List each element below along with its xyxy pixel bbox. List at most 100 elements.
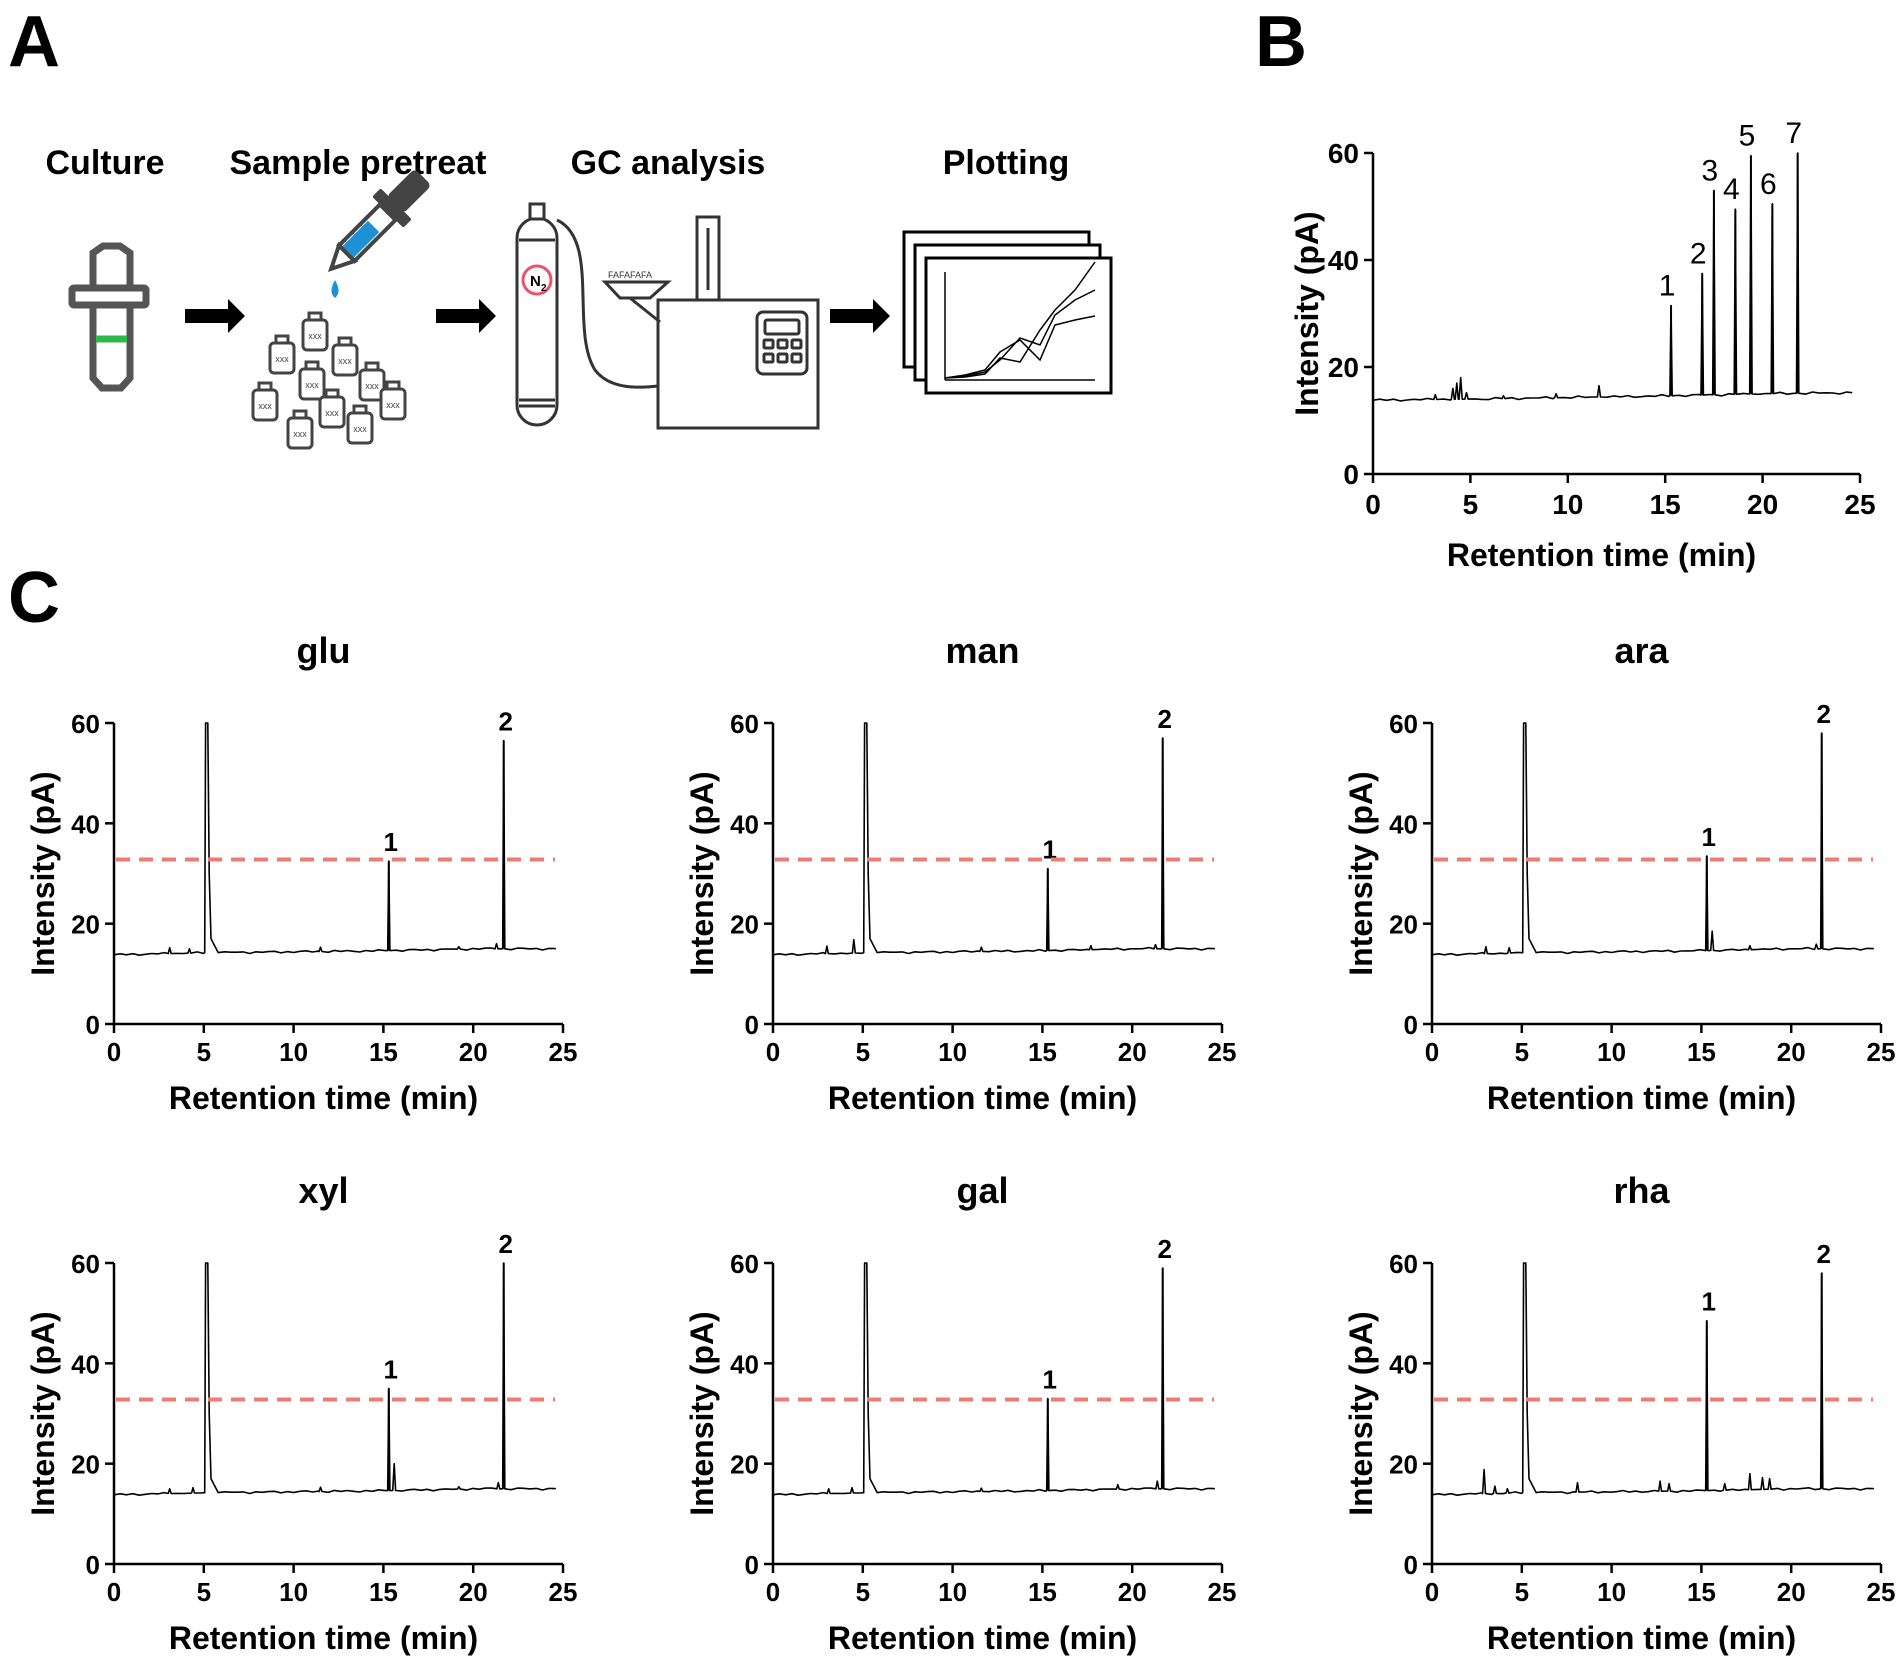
y-tick-label: 40: [730, 1349, 759, 1379]
y-tick-label: 0: [86, 1550, 100, 1580]
y-tick-label: 60: [1389, 709, 1418, 739]
peak-label: 2: [1690, 237, 1707, 270]
x-tick-label: 5: [856, 1037, 870, 1067]
y-tick-label: 20: [1328, 352, 1359, 383]
peak-label: 2: [1816, 699, 1830, 729]
vial-icon: xxx: [331, 336, 359, 377]
vial-label: xxx: [258, 401, 272, 411]
x-tick-label: 15: [1687, 1037, 1716, 1067]
x-tick-label: 0: [107, 1577, 121, 1607]
gc-instrument-icon: [601, 215, 820, 430]
x-tick-label: 5: [197, 1577, 211, 1607]
gas-subscript: 2: [541, 283, 547, 294]
x-tick-label: 0: [766, 1577, 780, 1607]
x-tick-label: 20: [1777, 1037, 1806, 1067]
peak-label: 1: [1702, 1287, 1716, 1317]
y-tick-label: 60: [1328, 138, 1359, 169]
x-tick-label: 10: [1597, 1577, 1626, 1607]
x-tick-label: 15: [369, 1037, 398, 1067]
vial-label: xxx: [365, 381, 379, 391]
gas-cylinder-icon: [515, 202, 659, 427]
vial-label: xxx: [338, 356, 352, 366]
vial-icon: xxx: [318, 388, 346, 429]
vial-label: xxx: [386, 400, 400, 410]
x-tick-label: 0: [107, 1037, 121, 1067]
peak-label: 2: [498, 1229, 512, 1259]
arrow-icon-1: [185, 299, 245, 333]
chart-gal: gal 0 5 10 15 20 25 0 20 40 60 Retention time (min)…: [684, 1170, 1236, 1656]
chromatogram-trace: [113, 1262, 557, 1496]
y-tick-label: 40: [1328, 245, 1359, 276]
y-tick-label: 40: [71, 1349, 100, 1379]
chart-title: xyl: [298, 1170, 348, 1211]
plotting-sheets-icon: [902, 230, 1113, 395]
y-tick-label: 20: [1389, 910, 1418, 940]
panel-letter-a: A: [8, 2, 60, 82]
peak-label: 6: [1760, 168, 1777, 201]
y-tick-label: 20: [71, 910, 100, 940]
peak-label: 1: [1043, 834, 1057, 864]
peak-label: 2: [1157, 704, 1171, 734]
chart-rha: rha 0 5 10 15 20 25 0 20 40 60 Retention time (min)…: [1343, 1170, 1895, 1656]
peak-label: 7: [1785, 117, 1802, 150]
peak-label: 1: [1702, 822, 1716, 852]
x-tick-label: 15: [1028, 1577, 1057, 1607]
x-tick-label: 25: [1867, 1037, 1896, 1067]
vial-icon: xxx: [358, 361, 386, 402]
x-tick-label: 5: [197, 1037, 211, 1067]
y-axis-label: Intensity (pA): [25, 1311, 61, 1515]
x-tick-label: 25: [1208, 1577, 1237, 1607]
y-tick-label: 0: [745, 1010, 759, 1040]
pipette-icon: [327, 170, 430, 298]
culture-tube-icon: [68, 242, 150, 392]
x-axis-label: Retention time (min): [169, 1080, 478, 1116]
y-tick-label: 60: [730, 709, 759, 739]
x-tick-label: 25: [1208, 1037, 1237, 1067]
chart-man: man 0 5 10 15 20 25 0 20 40 60 Retention time (min)…: [684, 630, 1236, 1116]
chart-title: gal: [956, 1170, 1008, 1211]
x-tick-label: 25: [549, 1577, 578, 1607]
y-tick-label: 0: [1343, 459, 1359, 490]
chromatogram-trace: [1431, 1262, 1875, 1496]
y-tick-label: 60: [1389, 1249, 1418, 1279]
vial-label: xxx: [305, 380, 319, 390]
x-tick-label: 10: [1597, 1037, 1626, 1067]
peak-label: 4: [1723, 173, 1740, 206]
chart-ara: ara 0 5 10 15 20 25 0 20 40 60 Retention time (min)…: [1343, 630, 1895, 1116]
y-tick-label: 0: [1404, 1010, 1418, 1040]
chromatogram-trace: [113, 722, 557, 956]
x-tick-label: 20: [1118, 1577, 1147, 1607]
chromatogram-trace: [772, 1262, 1216, 1496]
peak-label: 5: [1739, 120, 1756, 153]
gas-label: N: [530, 273, 541, 290]
x-axis-label: Retention time (min): [1487, 1080, 1796, 1116]
x-tick-label: 5: [1515, 1577, 1529, 1607]
autosampler-label: FAFAFAFA: [608, 270, 652, 280]
chart-title: glu: [297, 630, 351, 671]
arrow-icon-2: [436, 299, 496, 333]
x-tick-label: 20: [1118, 1037, 1147, 1067]
chromatogram-trace: [1372, 152, 1853, 402]
peak-label: 1: [1659, 269, 1676, 302]
vial-icon: xxx: [301, 311, 329, 352]
chart-title: ara: [1614, 630, 1669, 671]
x-tick-label: 5: [856, 1577, 870, 1607]
y-tick-label: 60: [71, 1249, 100, 1279]
step-label-plotting: Plotting: [943, 144, 1070, 182]
vial-icon: xxx: [286, 409, 314, 450]
x-tick-label: 0: [1425, 1037, 1439, 1067]
vial-icon: xxx: [268, 334, 296, 375]
x-tick-label: 10: [279, 1037, 308, 1067]
vial-label: xxx: [293, 429, 307, 439]
arrow-icon-3: [830, 299, 890, 333]
vial-icon: xxx: [251, 381, 279, 422]
y-tick-label: 20: [71, 1450, 100, 1480]
x-tick-label: 15: [1028, 1037, 1057, 1067]
x-tick-label: 0: [1425, 1577, 1439, 1607]
y-axis-label: Intensity (pA): [1289, 211, 1325, 415]
y-axis-label: Intensity (pA): [684, 771, 720, 975]
y-tick-label: 20: [730, 910, 759, 940]
y-tick-label: 60: [730, 1249, 759, 1279]
